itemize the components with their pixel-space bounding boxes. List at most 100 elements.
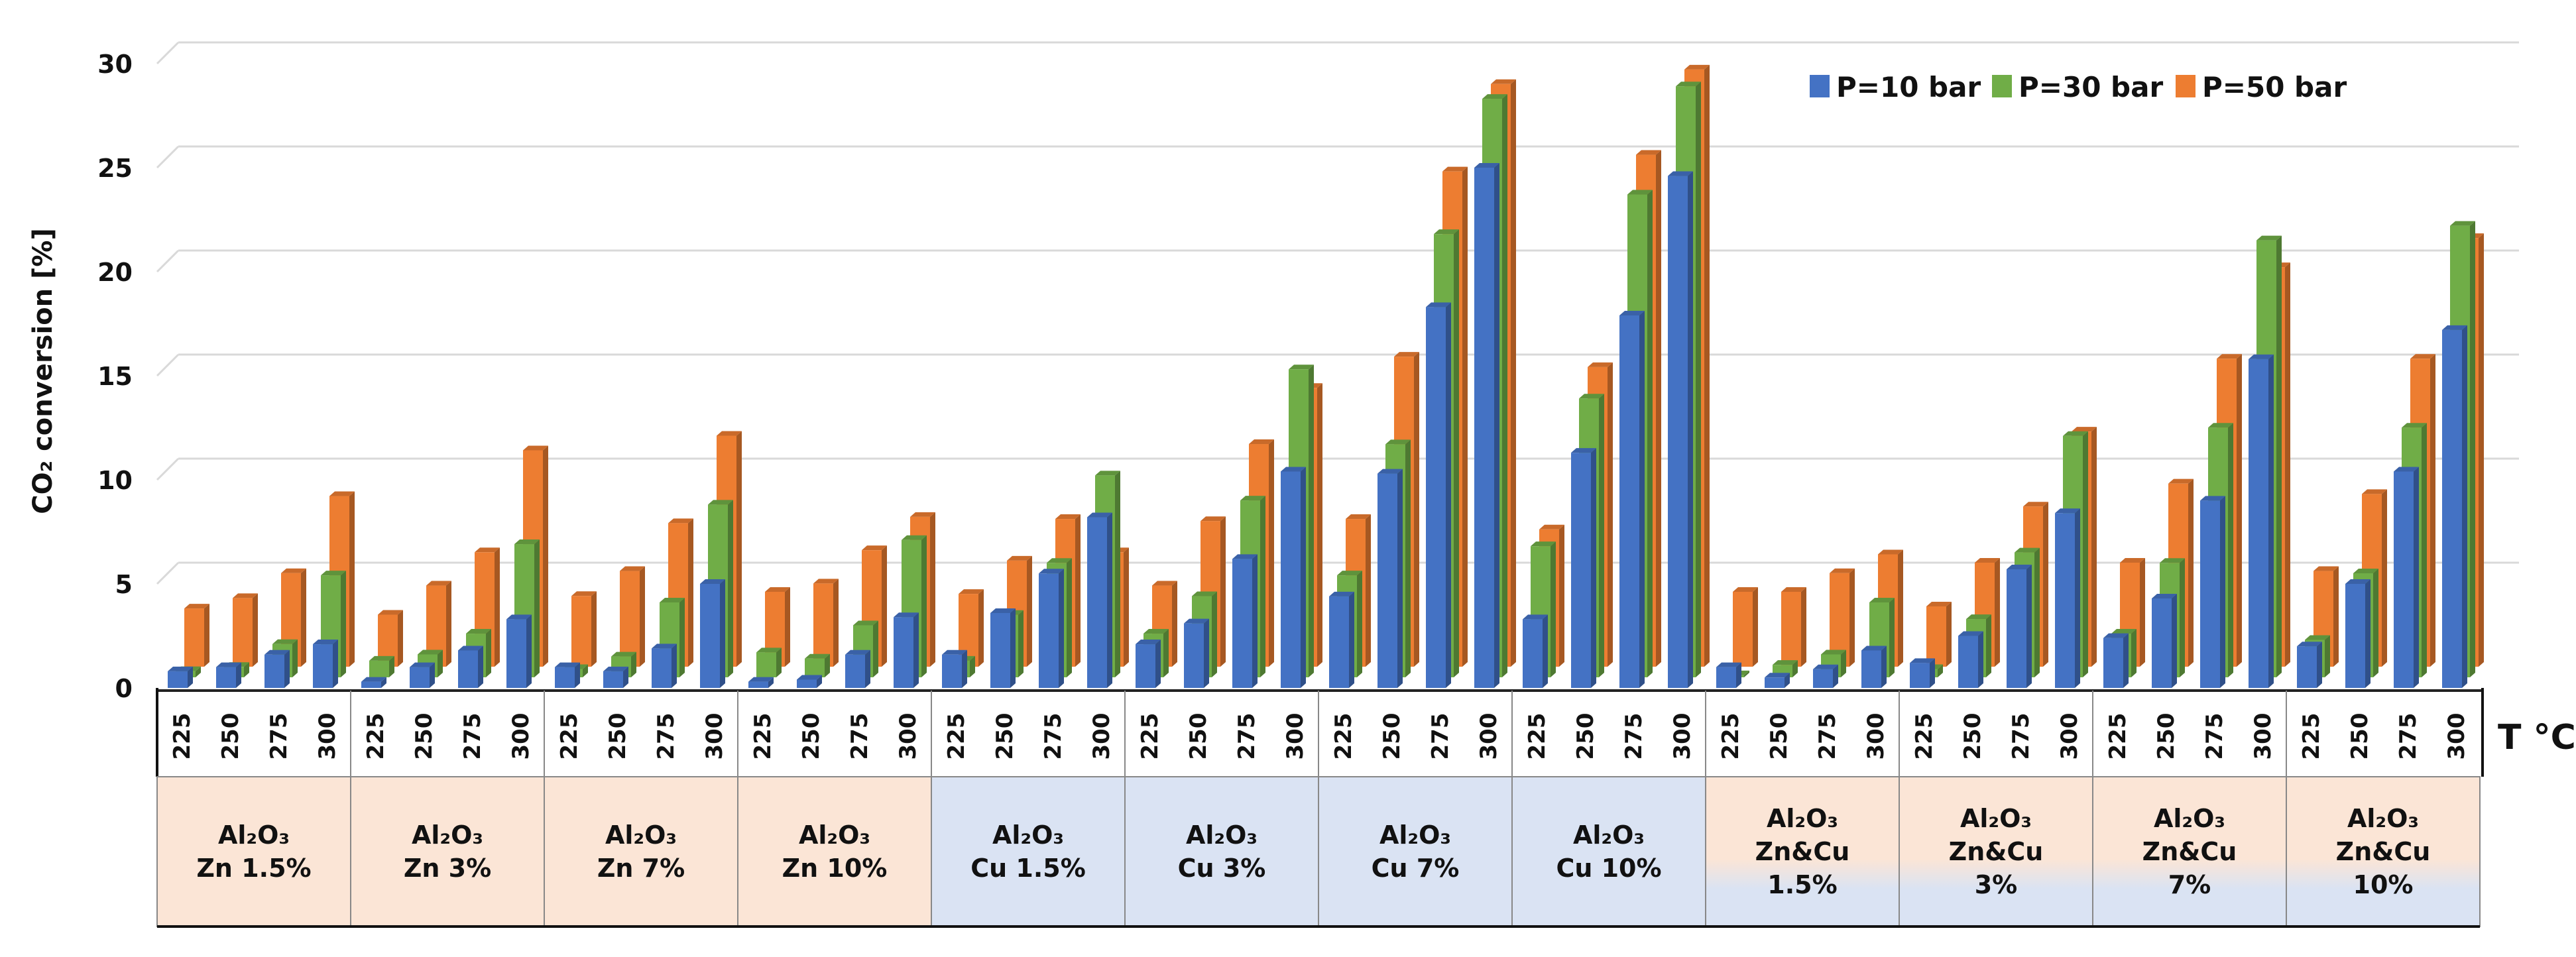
temperature-label: 275 [266,713,292,760]
bar-side [825,653,830,677]
temperature-label: 225 [363,713,389,760]
bar-top [2305,635,2330,640]
temperature-label: 225 [943,713,970,760]
bar-side [1212,591,1217,677]
bar-top [603,666,628,671]
bar-top [894,612,919,618]
bar-side [1938,664,1943,677]
legend-label: P=10 bar [1836,71,1981,103]
y-tick-label: 30 [97,50,133,79]
bar-front [184,608,204,667]
temperature-label: 300 [1282,713,1309,760]
bar-top [1426,302,1451,308]
bar-side [196,666,201,677]
bar-front [990,612,1010,688]
temperature-label: 275 [1234,713,1260,760]
bar-p10bar [361,677,386,688]
bar-side [2325,635,2330,677]
bar-side [1260,496,1265,677]
bar-side [543,445,548,667]
bar-side [768,677,774,688]
bar-top [1523,614,1548,620]
bar-side [1995,558,2000,667]
bar-front [1781,591,1801,667]
bar-side [1656,150,1661,667]
bar-front [942,654,962,688]
temperature-label: 225 [1524,713,1551,760]
category-cell [544,776,738,927]
bar-p50bar [813,579,839,667]
bar-side [2075,508,2080,688]
bar-side [1124,547,1129,667]
bar-side [1736,662,1741,688]
bar-side [1366,514,1371,667]
bar-p10bar [1958,631,1983,688]
temperature-label: 225 [2298,713,2325,760]
bar-side [430,662,435,688]
bar-front [1668,176,1688,688]
bar-top [2402,423,2427,428]
temperature-label: 275 [1040,713,1067,760]
bar-top [1346,514,1371,520]
bar-side [688,518,693,667]
bar-top [1136,640,1161,645]
bar-side [1801,587,1806,667]
bar-side [2365,579,2371,688]
bar-front [458,650,478,688]
bar-side [1172,581,1177,667]
bar-top [2353,569,2378,573]
bar-p10bar [990,608,1016,688]
bar-p10bar [458,646,483,688]
bar-top [1781,587,1806,592]
category-cell [737,776,932,927]
bar-p10bar [2297,642,2322,688]
bar-side [962,649,967,688]
bar-side [672,644,677,688]
bar-side [623,666,628,688]
temperature-label: 250 [1379,713,1405,760]
bars [168,64,2484,688]
bar-side [2188,478,2194,667]
bar-front [2442,329,2462,688]
bar-front [2103,638,2123,688]
bar-side [292,639,298,677]
bar-top [797,675,822,680]
bar-p50bar [1733,587,1758,667]
bar-front [1232,559,1252,688]
category-cell [1124,776,1319,927]
bar-side [2180,558,2185,677]
bar-side [1792,660,1798,677]
bar-front [2152,598,2172,688]
bar-side [1204,618,1209,688]
bar-side [1269,439,1274,667]
bar-top [990,608,1016,613]
bar-top [1861,646,1887,651]
bar-top [2200,496,2225,501]
legend: P=10 bar P=30 bar P=50 bar [1810,71,2347,103]
bar-top [1975,558,2000,563]
bar-top [1773,660,1798,665]
temperature-label: 250 [2347,713,2373,760]
bar-front [748,681,768,688]
bar-front [216,667,236,688]
bar-side [2285,262,2290,667]
bar-p50bar [571,591,597,667]
temperature-label: 225 [1911,713,1938,760]
bar-top [1539,524,1564,530]
category-cell [1318,776,1513,927]
category-label: Al₂O₃ [2347,804,2419,833]
bar-p10bar [2007,565,2032,688]
bar-top [2111,629,2137,634]
bar-p10bar [264,649,290,688]
gridlines [156,41,2519,585]
bar-top [2063,431,2088,436]
bar-top [378,610,403,615]
bar-side [1252,554,1258,688]
temperature-label: 250 [798,713,825,760]
y-tick-label: 0 [115,674,133,703]
bar-side [1978,631,1983,688]
bar-side [2317,642,2322,688]
bar-p30bar [805,653,830,677]
bar-side [2414,467,2419,688]
bar-top [1152,581,1177,586]
